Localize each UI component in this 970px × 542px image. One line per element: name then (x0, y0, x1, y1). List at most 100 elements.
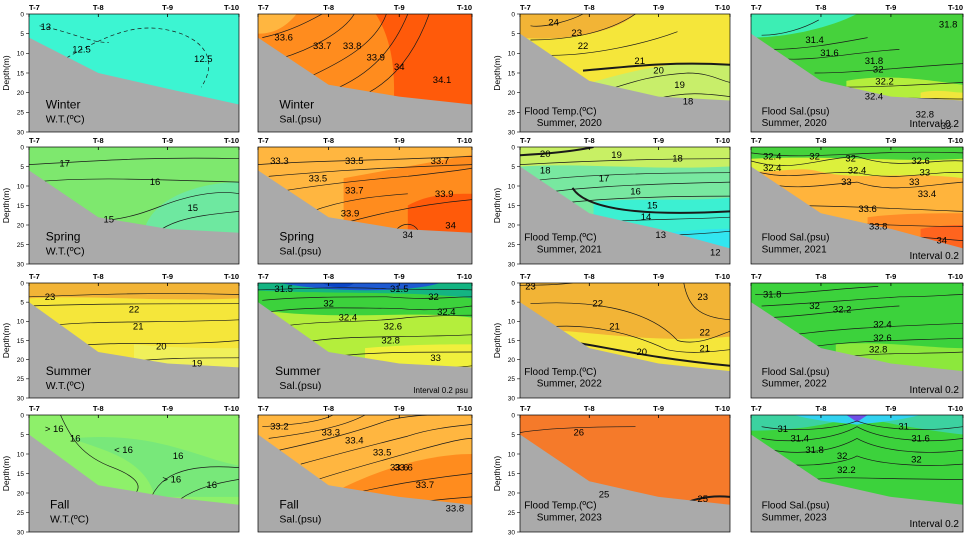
panel-winter_sal: 33.6 33.7 33.8 33.9 34 34.1 Winter Sal.(psu) T-7… (257, 3, 473, 133)
y-tick-label: 5 (20, 164, 24, 171)
contour-label: 32.2 (833, 304, 852, 315)
contour-line (262, 415, 334, 428)
panel-title: Flood Sal.(psu) (762, 106, 830, 117)
contour-line (33, 178, 239, 183)
contour-label: 34 (394, 62, 405, 73)
y-axis-label: Depth(m) (1, 456, 11, 492)
y-tick-label: 15 (17, 70, 25, 77)
station-label: T-7 (751, 404, 762, 413)
panel-subtitle: Summer, 2020 (537, 118, 602, 129)
contour-label: 21 (700, 344, 711, 355)
y-tick-label: 0 (20, 11, 24, 18)
station-label: T-8 (584, 404, 595, 413)
contour-line (582, 62, 730, 72)
contour-label: 31.5 (390, 284, 409, 295)
contour-label: 33.8 (343, 41, 362, 52)
contour-label: 32 (837, 451, 848, 462)
station-label: T-8 (816, 404, 827, 413)
contour-line (761, 19, 819, 36)
contour-label: 31 (898, 422, 909, 433)
contour-label: 13 (655, 230, 666, 241)
contour-label: 33.2 (270, 422, 289, 433)
panel-subtitle: Summer, 2023 (762, 512, 827, 523)
station-label: T-10 (224, 3, 239, 12)
seafloor (520, 166, 730, 264)
contour-line (29, 303, 239, 307)
panel-frame (750, 146, 964, 265)
panel-subtitle: Sal.(psu) (279, 380, 321, 392)
station-label: T-8 (93, 136, 104, 145)
station-label: T-10 (715, 3, 730, 12)
station-label: T-7 (751, 3, 762, 12)
interval-note: Interval 0.2 (910, 385, 960, 396)
y-tick-label: 20 (508, 357, 516, 364)
panel-title: Flood Sal.(psu) (762, 367, 830, 378)
panel-frame (750, 13, 964, 133)
y-tick-label: 5 (511, 299, 515, 306)
seafloor (258, 434, 472, 532)
station-label: T-8 (816, 272, 827, 281)
station-label: T-7 (751, 136, 762, 145)
contour-line (751, 151, 963, 157)
panel-title: Winter (46, 97, 81, 111)
station-label: T-9 (653, 3, 664, 12)
y-tick-label: 30 (17, 529, 25, 536)
contour-label: 22 (592, 299, 603, 310)
contour-label: 22 (700, 327, 711, 338)
contour-label: 32.4 (339, 313, 358, 324)
station-label: T-8 (816, 3, 827, 12)
contour-line (300, 424, 472, 465)
station-label: T-10 (948, 404, 963, 413)
contour-label: 33.6 (390, 463, 409, 474)
station-label: T-10 (224, 404, 239, 413)
panel-title: Summer (275, 364, 320, 378)
panel-subtitle: Sal.(psu) (279, 114, 321, 126)
y-tick-label: 15 (17, 203, 25, 210)
contour-line (571, 187, 730, 214)
station-label: T-7 (520, 136, 531, 145)
color-field (520, 147, 730, 168)
contour-line (761, 181, 963, 189)
panel-fall_wt: > 16 16 < 16 16 > 16 16 Fall W.T.(ºC) T-7 T-8 T-9 T… (1, 404, 240, 536)
y-tick-label: 30 (17, 261, 25, 268)
contour-label: 32 (873, 64, 884, 75)
contour-line (782, 455, 963, 466)
contour-label: 33 (909, 177, 920, 188)
contour-label: 32 (809, 301, 820, 312)
contour-label: 16 (206, 480, 217, 491)
contour-label: 19 (674, 80, 685, 91)
y-tick-label: 25 (508, 376, 516, 383)
seafloor (29, 37, 239, 132)
panel-title: Summer (46, 364, 91, 378)
seafloor (520, 33, 730, 132)
station-label: T-10 (457, 404, 472, 413)
contour-line (258, 287, 472, 291)
contour-label: 34 (403, 230, 414, 241)
station-label: T-9 (162, 272, 173, 281)
contour-line (772, 438, 963, 453)
y-tick-label: 5 (20, 31, 24, 38)
y-tick-label: 20 (17, 490, 25, 497)
station-label: T-8 (323, 272, 334, 281)
contour-line (551, 325, 730, 353)
y-tick-label: 10 (17, 183, 25, 190)
station-label: T-8 (323, 3, 334, 12)
y-tick-label: 25 (17, 242, 25, 249)
contour-label: 33 (841, 177, 852, 188)
contour-label: 32.4 (763, 151, 782, 162)
station-label: T-8 (584, 3, 595, 12)
contour-label: 33.8 (446, 504, 465, 515)
contour-line (279, 14, 355, 60)
contour-label: 22 (578, 41, 589, 52)
contour-label: 25 (599, 490, 610, 501)
y-tick-label: 10 (17, 51, 25, 58)
contour-label: > 16 (45, 424, 64, 435)
y-tick-label: 15 (508, 471, 516, 478)
panel-fall_sal: 33.233.333.433.533.633.633.733.8FallSal.… (257, 404, 473, 533)
y-tick-label: 0 (20, 412, 24, 419)
contour-line (593, 72, 730, 95)
panel-winter_wt: 13 12.5 12.5 Winter W.T.(ºC) T-7 T-8 T-9 T-10 0 5 1… (1, 3, 240, 136)
station-label: T-9 (394, 3, 405, 12)
panel-frame (257, 13, 473, 133)
contour-label: 34 (445, 220, 456, 231)
